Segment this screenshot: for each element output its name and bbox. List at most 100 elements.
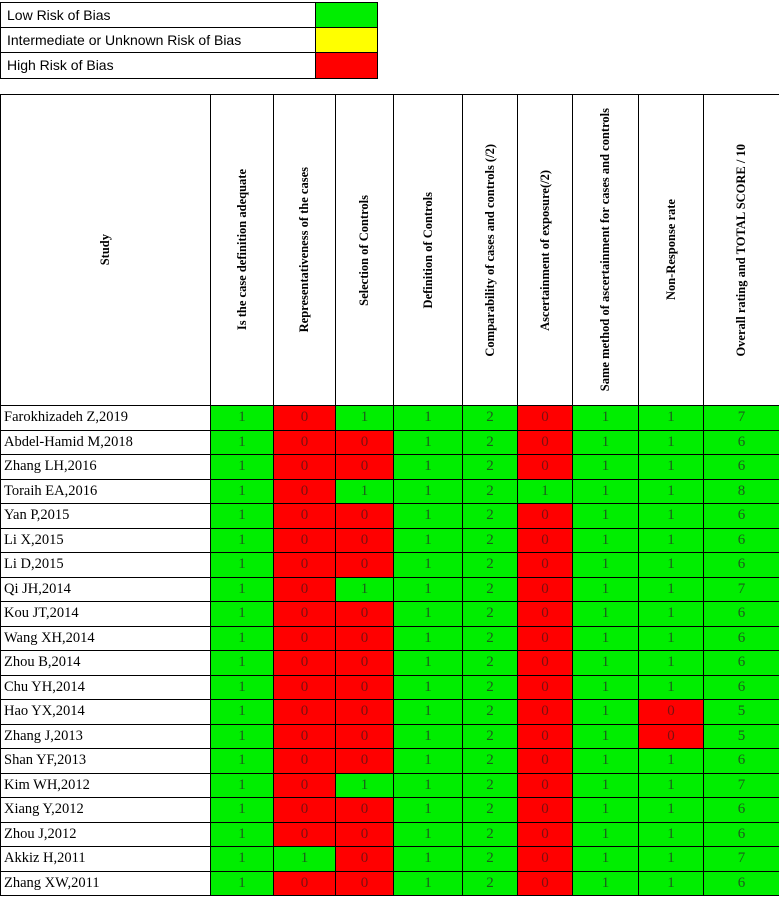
study-name: Akkiz H,2011 (0, 846, 211, 872)
score-cell: 1 (210, 503, 274, 529)
score-cell: 0 (273, 527, 336, 553)
score-cell: 0 (273, 429, 336, 455)
score-cell: 1 (393, 454, 463, 480)
score-cell: 8 (703, 478, 779, 504)
column-header-label: Representativeness of the cases (297, 167, 311, 333)
score-cell: 1 (638, 748, 704, 774)
study-name: Abdel-Hamid M,2018 (0, 429, 211, 455)
column-header-label: Study (98, 234, 112, 266)
score-cell: 6 (703, 503, 779, 529)
score-cell: 2 (462, 576, 518, 602)
legend-item: Low Risk of Bias (1, 3, 377, 28)
score-cell: 1 (393, 478, 463, 504)
score-cell: 2 (462, 723, 518, 749)
score-cell: 0 (638, 723, 704, 749)
score-cell: 0 (517, 699, 573, 725)
score-cell: 0 (335, 454, 394, 480)
score-cell: 1 (393, 797, 463, 823)
score-cell: 1 (572, 797, 639, 823)
score-cell: 1 (210, 405, 274, 431)
header-row: Study Is the case definition adequate Repr… (0, 94, 779, 406)
score-cell: 1 (638, 576, 704, 602)
table-row: Li X,2015 1 0 0 1 2 0 1 1 6 (0, 527, 779, 553)
score-cell: 2 (462, 454, 518, 480)
score-cell: 1 (210, 527, 274, 553)
score-cell: 5 (703, 723, 779, 749)
score-cell: 1 (572, 454, 639, 480)
score-cell: 1 (638, 821, 704, 847)
score-cell: 7 (703, 772, 779, 798)
score-cell: 1 (393, 748, 463, 774)
score-cell: 1 (572, 674, 639, 700)
score-cell: 1 (638, 772, 704, 798)
score-cell: 1 (335, 772, 394, 798)
column-header-label: Definition of Controls (420, 191, 435, 309)
column-header: Representativeness of the cases (273, 94, 336, 406)
score-cell: 1 (638, 503, 704, 529)
score-cell: 0 (335, 870, 394, 896)
score-cell: 6 (703, 870, 779, 896)
study-name: Qi JH,2014 (0, 576, 211, 602)
score-cell: 0 (273, 674, 336, 700)
score-cell: 5 (703, 699, 779, 725)
table-row: Kim WH,2012 1 0 1 1 2 0 1 1 7 (0, 772, 779, 798)
score-cell: 0 (517, 772, 573, 798)
score-cell: 0 (335, 625, 394, 651)
legend-item: Intermediate or Unknown Risk of Bias (1, 28, 377, 53)
score-cell: 0 (517, 527, 573, 553)
study-name: Kim WH,2012 (0, 772, 211, 798)
score-cell: 0 (517, 870, 573, 896)
score-cell: 1 (638, 846, 704, 872)
score-cell: 0 (273, 797, 336, 823)
column-header-label: Selection of Controls (357, 194, 371, 306)
study-name: Li D,2015 (0, 552, 211, 578)
column-header: Same method of ascertainment for cases a… (572, 94, 639, 406)
score-cell: 1 (572, 723, 639, 749)
score-cell: 1 (638, 527, 704, 553)
score-cell: 1 (572, 527, 639, 553)
score-cell: 1 (517, 478, 573, 504)
score-cell: 1 (210, 601, 274, 627)
column-header: Is the case definition adequate (210, 94, 274, 406)
column-header: Study (0, 94, 211, 406)
score-cell: 1 (210, 723, 274, 749)
score-cell: 0 (517, 552, 573, 578)
score-cell: 1 (572, 625, 639, 651)
column-header: Overall rating and TOTAL SCORE / 10 (703, 94, 779, 406)
score-cell: 1 (335, 478, 394, 504)
score-cell: 7 (703, 576, 779, 602)
score-cell: 2 (462, 674, 518, 700)
score-cell: 1 (572, 552, 639, 578)
score-cell: 0 (273, 576, 336, 602)
score-cell: 0 (335, 601, 394, 627)
score-cell: 1 (393, 699, 463, 725)
score-cell: 0 (273, 748, 336, 774)
score-cell: 1 (638, 870, 704, 896)
legend-swatch (316, 28, 377, 52)
score-cell: 2 (462, 552, 518, 578)
score-cell: 2 (462, 625, 518, 651)
score-cell: 2 (462, 748, 518, 774)
score-cell: 2 (462, 527, 518, 553)
score-cell: 1 (335, 576, 394, 602)
score-cell: 0 (273, 699, 336, 725)
study-name: Wang XH,2014 (0, 625, 211, 651)
score-cell: 6 (703, 454, 779, 480)
score-cell: 0 (273, 503, 336, 529)
score-cell: 1 (210, 797, 274, 823)
table-row: Wang XH,2014 1 0 0 1 2 0 1 1 6 (0, 625, 779, 651)
study-name: Farokhizadeh Z,2019 (0, 405, 211, 431)
column-header-label: Same method of ascertainment for cases a… (598, 108, 612, 392)
score-cell: 1 (638, 797, 704, 823)
score-cell: 0 (335, 748, 394, 774)
score-cell: 1 (393, 601, 463, 627)
score-cell: 2 (462, 772, 518, 798)
score-cell: 0 (273, 650, 336, 676)
score-cell: 1 (393, 846, 463, 872)
score-cell: 1 (638, 601, 704, 627)
score-cell: 1 (572, 650, 639, 676)
score-cell: 2 (462, 478, 518, 504)
column-header: Comparability of cases and controls (/2) (462, 94, 518, 406)
score-cell: 1 (393, 576, 463, 602)
table-row: Akkiz H,2011 1 1 0 1 2 0 1 1 7 (0, 846, 779, 872)
